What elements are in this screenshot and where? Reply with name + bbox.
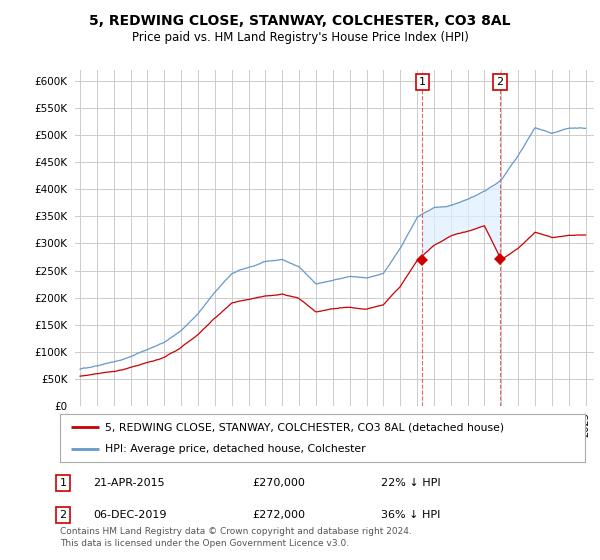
Text: Contains HM Land Registry data © Crown copyright and database right 2024.
This d: Contains HM Land Registry data © Crown c… [60, 527, 412, 548]
Text: £270,000: £270,000 [252, 478, 305, 488]
Text: 1: 1 [419, 77, 425, 87]
Text: 36% ↓ HPI: 36% ↓ HPI [381, 510, 440, 520]
Text: 5, REDWING CLOSE, STANWAY, COLCHESTER, CO3 8AL: 5, REDWING CLOSE, STANWAY, COLCHESTER, C… [89, 14, 511, 28]
Text: 2: 2 [496, 77, 503, 87]
Text: £272,000: £272,000 [252, 510, 305, 520]
Text: 06-DEC-2019: 06-DEC-2019 [93, 510, 167, 520]
Text: 22% ↓ HPI: 22% ↓ HPI [381, 478, 440, 488]
Text: HPI: Average price, detached house, Colchester: HPI: Average price, detached house, Colc… [104, 444, 365, 454]
Text: 5, REDWING CLOSE, STANWAY, COLCHESTER, CO3 8AL (detached house): 5, REDWING CLOSE, STANWAY, COLCHESTER, C… [104, 422, 504, 432]
Text: 1: 1 [59, 478, 67, 488]
Text: Price paid vs. HM Land Registry's House Price Index (HPI): Price paid vs. HM Land Registry's House … [131, 31, 469, 44]
Text: 21-APR-2015: 21-APR-2015 [93, 478, 164, 488]
Text: 2: 2 [59, 510, 67, 520]
